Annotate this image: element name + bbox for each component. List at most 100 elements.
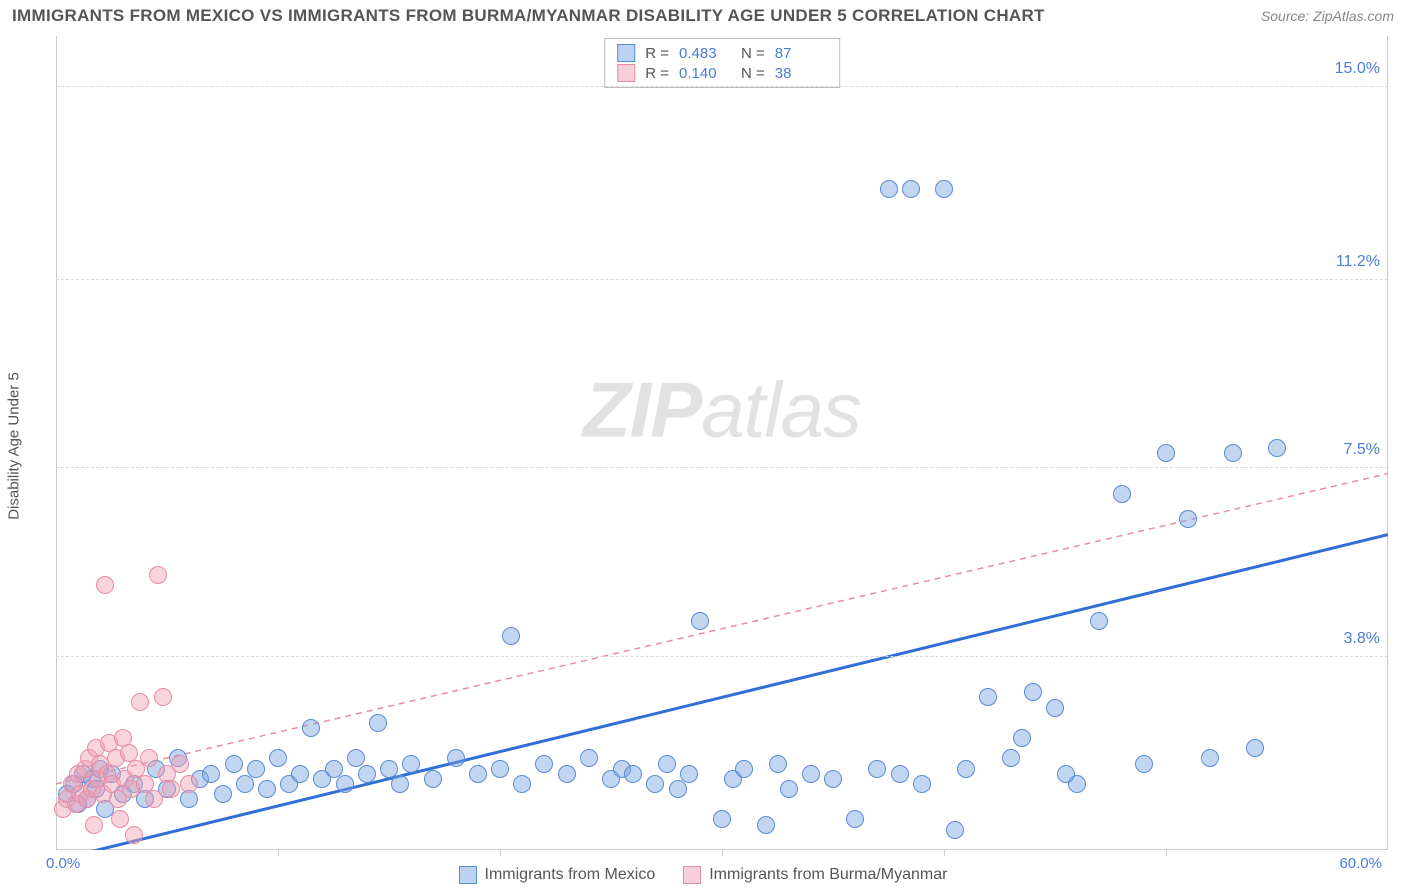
data-point (780, 780, 798, 798)
data-point (336, 775, 354, 793)
data-point (247, 760, 265, 778)
chart-header: IMMIGRANTS FROM MEXICO VS IMMIGRANTS FRO… (0, 0, 1406, 30)
data-point (85, 816, 103, 834)
data-point (1046, 699, 1064, 717)
data-point (291, 765, 309, 783)
legend-label-2: Immigrants from Burma/Myanmar (709, 866, 947, 884)
data-point (469, 765, 487, 783)
gridline (56, 467, 1388, 468)
data-point (769, 755, 787, 773)
legend-item-1: Immigrants from Mexico (459, 866, 656, 884)
data-point (145, 790, 163, 808)
data-point (111, 810, 129, 828)
data-point (802, 765, 820, 783)
data-point (302, 719, 320, 737)
data-point (680, 765, 698, 783)
x-tick (944, 850, 945, 856)
data-point (1268, 439, 1286, 457)
watermark: ZIPatlas (583, 365, 861, 456)
data-point (624, 765, 642, 783)
data-point (1113, 485, 1131, 503)
data-point (391, 775, 409, 793)
data-point (646, 775, 664, 793)
legend-label-1: Immigrants from Mexico (485, 866, 656, 884)
y-tick-label: 7.5% (1344, 441, 1380, 459)
x-tick (722, 850, 723, 856)
stats-row-2: R = 0.140 N = 38 (617, 63, 827, 83)
data-point (358, 765, 376, 783)
axis-border (56, 36, 1388, 850)
data-point (1057, 765, 1075, 783)
data-point (131, 693, 149, 711)
stats-row-1: R = 0.483 N = 87 (617, 43, 827, 63)
data-point (225, 755, 243, 773)
data-point (558, 765, 576, 783)
x-tick (278, 850, 279, 856)
data-point (1224, 444, 1242, 462)
data-point (491, 760, 509, 778)
data-point (402, 755, 420, 773)
data-point (171, 755, 189, 773)
data-point (236, 775, 254, 793)
swatch-pink-icon (617, 64, 635, 82)
data-point (713, 810, 731, 828)
data-point (880, 180, 898, 198)
data-point (913, 775, 931, 793)
data-point (1135, 755, 1153, 773)
gridline (56, 656, 1388, 657)
data-point (868, 760, 886, 778)
data-point (735, 760, 753, 778)
data-point (891, 765, 909, 783)
x-tick (500, 850, 501, 856)
data-point (180, 775, 198, 793)
data-point (757, 816, 775, 834)
data-point (658, 755, 676, 773)
gridline (56, 86, 1388, 87)
data-point (1024, 683, 1042, 701)
data-point (154, 688, 172, 706)
data-point (269, 749, 287, 767)
data-point (96, 576, 114, 594)
data-point (513, 775, 531, 793)
data-point (691, 612, 709, 630)
plot-area: ZIPatlas R = 0.483 N = 87 R = 0.140 N = … (56, 36, 1388, 850)
watermark-bold: ZIP (583, 366, 701, 454)
n-value-2: 38 (775, 65, 827, 82)
data-point (1179, 510, 1197, 528)
x-tick (1166, 850, 1167, 856)
data-point (957, 760, 975, 778)
data-point (824, 770, 842, 788)
y-tick-label: 15.0% (1335, 60, 1380, 78)
y-tick-label: 3.8% (1344, 630, 1380, 648)
gridline (56, 279, 1388, 280)
swatch-blue-icon (459, 866, 477, 884)
bottom-legend: Immigrants from Mexico Immigrants from B… (0, 866, 1406, 884)
data-point (935, 180, 953, 198)
data-point (1002, 749, 1020, 767)
data-point (447, 749, 465, 767)
n-value-1: 87 (775, 45, 827, 62)
legend-item-2: Immigrants from Burma/Myanmar (683, 866, 947, 884)
data-point (1157, 444, 1175, 462)
n-label: N = (741, 45, 765, 62)
data-point (580, 749, 598, 767)
data-point (669, 780, 687, 798)
swatch-blue-icon (617, 44, 635, 62)
data-point (258, 780, 276, 798)
y-axis-title: Disability Age Under 5 (6, 372, 23, 520)
r-value-1: 0.483 (679, 45, 731, 62)
data-point (1201, 749, 1219, 767)
data-point (979, 688, 997, 706)
data-point (202, 765, 220, 783)
stats-box: R = 0.483 N = 87 R = 0.140 N = 38 (604, 38, 840, 88)
trend-lines (56, 36, 1388, 850)
data-point (369, 714, 387, 732)
r-value-2: 0.140 (679, 65, 731, 82)
data-point (535, 755, 553, 773)
r-label: R = (645, 65, 669, 82)
data-point (1013, 729, 1031, 747)
data-point (1090, 612, 1108, 630)
data-point (846, 810, 864, 828)
data-point (214, 785, 232, 803)
chart-area: ZIPatlas R = 0.483 N = 87 R = 0.140 N = … (56, 36, 1388, 850)
